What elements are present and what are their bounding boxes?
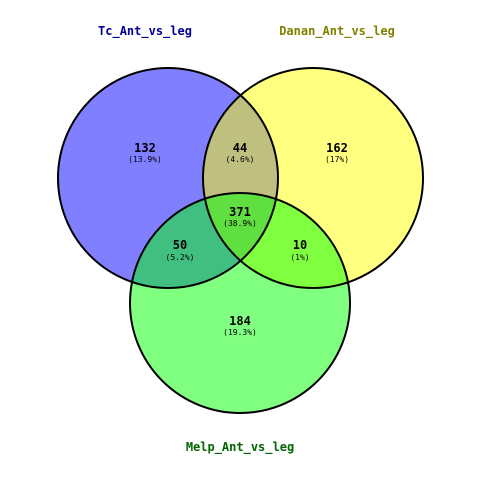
region-abc-pct: (38.9%): [223, 219, 257, 228]
region-ac-pct: (5.2%): [166, 253, 195, 262]
region-ab-pct: (4.6%): [226, 155, 255, 164]
region-b-only-count: 162: [326, 141, 348, 155]
region-bc-count: 10: [293, 238, 307, 252]
region-bc-pct: (1%): [290, 253, 309, 262]
region-c-only-pct: (19.3%): [223, 328, 257, 337]
set-b-title: Danan_Ant_vs_leg: [279, 24, 395, 39]
region-a-only-pct: (13.9%): [128, 155, 162, 164]
region-abc-count: 371: [229, 205, 251, 219]
set-a-title: Tc_Ant_vs_leg: [98, 24, 192, 39]
set-c-outline: [129, 192, 351, 414]
region-bc-fill: [203, 193, 350, 288]
region-c-only-count: 184: [229, 314, 251, 328]
region-ac-count: 50: [173, 238, 187, 252]
set-b-outline: [202, 67, 424, 289]
region-ac-fill: [130, 193, 278, 288]
region-a-only-count: 132: [134, 141, 156, 155]
region-ab-count: 44: [233, 141, 247, 155]
set-a-outline: [57, 67, 279, 289]
set-c-title: Melp_Ant_vs_leg: [186, 440, 294, 455]
region-b-only-pct: (17%): [325, 155, 349, 164]
